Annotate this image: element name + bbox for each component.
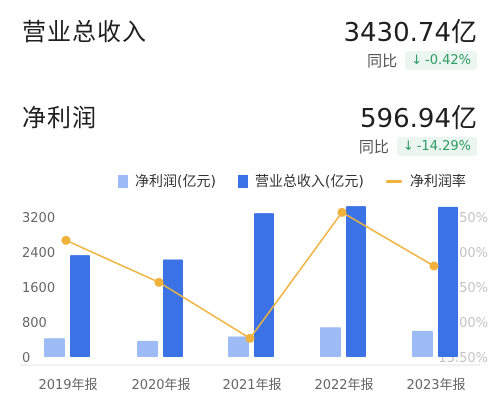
y-axis-tick-label: 2400 [22,246,55,261]
x-axis-tick-label: 2019年报 [38,378,97,393]
line-net-margin [65,211,435,340]
profit-value: 596.94亿 [360,104,477,134]
arrow-down-icon: ↓ [411,53,422,68]
profit-yoy-label: 同比 [358,138,389,156]
bar-net-profit [228,336,249,357]
revenue-yoy-value: -0.42% [425,53,471,68]
bar-net-profit [44,338,65,357]
bar-revenue [438,206,458,357]
legend-swatch-net-margin [385,179,402,183]
bar-revenue [254,213,274,357]
y-axis-tick-label: 0 [22,351,30,366]
legend-label-net-margin: 净利润率 [409,174,466,190]
revenue-yoy: 同比 ↓ -0.42% [367,50,477,71]
point-net-margin [245,333,255,343]
bar-revenue [163,259,183,357]
legend-item-net-profit[interactable]: 净利润(亿元) [118,171,216,191]
y-axis-tick-label: 1600 [22,281,55,296]
bar-net-profit [137,340,158,357]
combo-chart: 080016002400320013.50%15.00%16.50%18.00%… [20,206,488,393]
revenue-value: 3430.74亿 [343,18,477,48]
profit-yoy: 同比 ↓ -14.29% [359,136,477,157]
bar-revenue [70,255,90,357]
legend-item-revenue[interactable]: 营业总收入(亿元) [237,171,364,191]
y-axis-tick-label: 800 [22,316,47,331]
bar-net-profit [412,330,433,357]
profit-label: 净利润 [22,104,97,132]
legend-label-revenue: 营业总收入(亿元) [254,174,364,190]
point-net-margin [154,277,164,287]
profit-yoy-badge: ↓ -14.29% [396,137,477,156]
legend-swatch-net-profit [118,174,128,188]
revenue-yoy-badge: ↓ -0.42% [405,51,477,70]
legend-label-net-profit: 净利润(亿元) [135,174,216,190]
point-net-margin [337,207,347,217]
profit-yoy-value: -14.29% [416,139,471,154]
x-axis-tick-label: 2021年报 [222,378,281,393]
arrow-down-icon: ↓ [402,139,414,154]
legend-swatch-revenue [237,174,248,188]
point-net-margin [61,235,71,245]
revenue-label: 营业总收入 [22,18,147,46]
revenue-yoy-label: 同比 [367,52,398,70]
chart-legend: 净利润(亿元) 营业总收入(亿元) 净利润率 [118,171,466,191]
legend-item-net-margin[interactable]: 净利润率 [385,171,466,191]
bar-net-profit [320,327,341,357]
x-axis-tick-label: 2023年报 [406,378,465,393]
x-axis-tick-label: 2022年报 [314,378,373,393]
point-net-margin [429,261,439,271]
x-axis-tick-label: 2020年报 [131,378,190,393]
bar-revenue [346,206,366,357]
y-axis-tick-label: 3200 [22,211,55,226]
